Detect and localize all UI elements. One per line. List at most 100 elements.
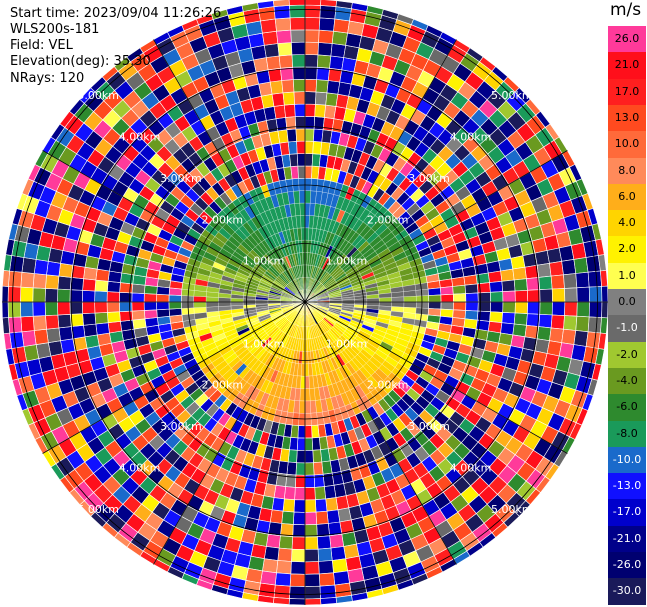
ring-label: 5.00km [491, 503, 533, 516]
radar-cell [290, 165, 299, 180]
radar-cell [313, 128, 324, 143]
ring-label: 2.00km [202, 213, 244, 226]
field-label: Field: VEL [10, 38, 73, 53]
radar-cell [295, 128, 306, 142]
radar-cell [490, 301, 504, 313]
radar-cell [403, 296, 417, 303]
radar-cell [331, 558, 348, 574]
radar-cell [551, 288, 566, 303]
radar-cell [143, 293, 158, 303]
radar-cell [315, 79, 329, 94]
colorbar-swatch [608, 367, 646, 395]
colorbar-tick-label: -17.0 [612, 505, 642, 519]
radar-cell [269, 509, 284, 524]
azimuth-line [304, 39, 457, 303]
radar-cell [156, 301, 170, 311]
colorbar-swatch [608, 420, 646, 448]
ring-label: 4.00km [450, 131, 492, 144]
radar-cell [490, 291, 504, 303]
ring-labels: 1.00km 1.00km 1.00km 1.00km 2.00km 2.00km 2.00… [77, 89, 532, 516]
colorbar-swatch [608, 315, 646, 343]
radar-cell [277, 547, 293, 562]
radar-cell [333, 570, 350, 586]
radar-cell [313, 461, 324, 476]
colorbar-tick-label: -4.0 [616, 373, 638, 387]
radar-cell [8, 270, 23, 288]
colorbar-tick-label: 6.0 [618, 189, 636, 203]
radar-cell [427, 287, 442, 296]
colorbar-swatch [608, 26, 646, 53]
radar-cell [304, 4, 321, 19]
radar-cell [289, 573, 306, 587]
radar-cell [290, 29, 306, 43]
radar-cell [310, 412, 319, 426]
radar-cell [311, 437, 321, 451]
radar-cell [316, 54, 332, 69]
radar-cell [168, 308, 183, 317]
radar-cell [514, 301, 529, 315]
ring-label: 3.00km [408, 172, 450, 185]
radar-cell [304, 524, 318, 538]
colorbar-swatch [608, 552, 646, 579]
radar-cell [440, 286, 454, 296]
ring-label: 5.00km [77, 503, 119, 516]
radar-cell [304, 0, 322, 6]
radar-cell [205, 296, 219, 303]
radar-cell [9, 331, 25, 349]
radar-cell [304, 413, 312, 426]
radar-cell [304, 363, 310, 377]
radar-cell [276, 29, 292, 44]
radar-cell [300, 227, 306, 241]
radar-cell [2, 317, 10, 335]
radar-cell [549, 260, 564, 277]
radar-cell [289, 585, 306, 600]
ring-label: 4.00km [119, 131, 161, 144]
radar-cell [218, 301, 232, 307]
radar-cell [95, 322, 110, 336]
ring-label: 1.00km [243, 255, 285, 268]
radar-cell [1, 301, 9, 319]
radar-cell [144, 317, 159, 328]
radar-cell [293, 91, 306, 105]
radar-cell [329, 55, 345, 71]
radar-cell [294, 116, 306, 130]
radar-cell [304, 487, 316, 501]
radar-cell [82, 278, 97, 292]
radar-cell [320, 0, 338, 7]
radar-cell [314, 103, 327, 118]
radar-cell [291, 54, 306, 68]
radar-cell [181, 295, 194, 303]
radar-cell [331, 30, 348, 46]
radar-cell [514, 289, 529, 303]
radar-cell [539, 301, 553, 316]
radar-cell [600, 317, 608, 335]
colorbar-tick-label: -10.0 [612, 452, 642, 466]
radar-cell [291, 41, 306, 56]
colorbar-tick-label: -26.0 [612, 558, 642, 571]
radar-cell [319, 584, 337, 599]
radar-cell [321, 460, 333, 475]
radar-cell [573, 257, 589, 274]
radar-cell [299, 400, 306, 414]
radar-cell [258, 6, 276, 22]
radar-cell [2, 269, 10, 287]
radar-cell [391, 301, 405, 308]
radar-cell [288, 0, 306, 6]
radar-cell [1, 285, 9, 303]
colorbar-unit: m/s [610, 0, 642, 20]
radar-cell [588, 286, 603, 303]
radar-cell [193, 301, 207, 308]
radar-cell [287, 140, 298, 155]
radar-cell [527, 301, 541, 315]
radar-cell [32, 315, 47, 331]
radar-cell [304, 116, 316, 130]
radar-cell [273, 584, 291, 599]
radar-cell [33, 259, 49, 276]
ring-label: 5.00km [491, 89, 533, 102]
ring-label: 3.00km [160, 172, 202, 185]
azimuth-line [153, 39, 306, 303]
radar-cell [315, 91, 328, 106]
elevation-label: Elevation(deg): 35.30 [10, 54, 151, 69]
radar-cell [271, 92, 285, 107]
